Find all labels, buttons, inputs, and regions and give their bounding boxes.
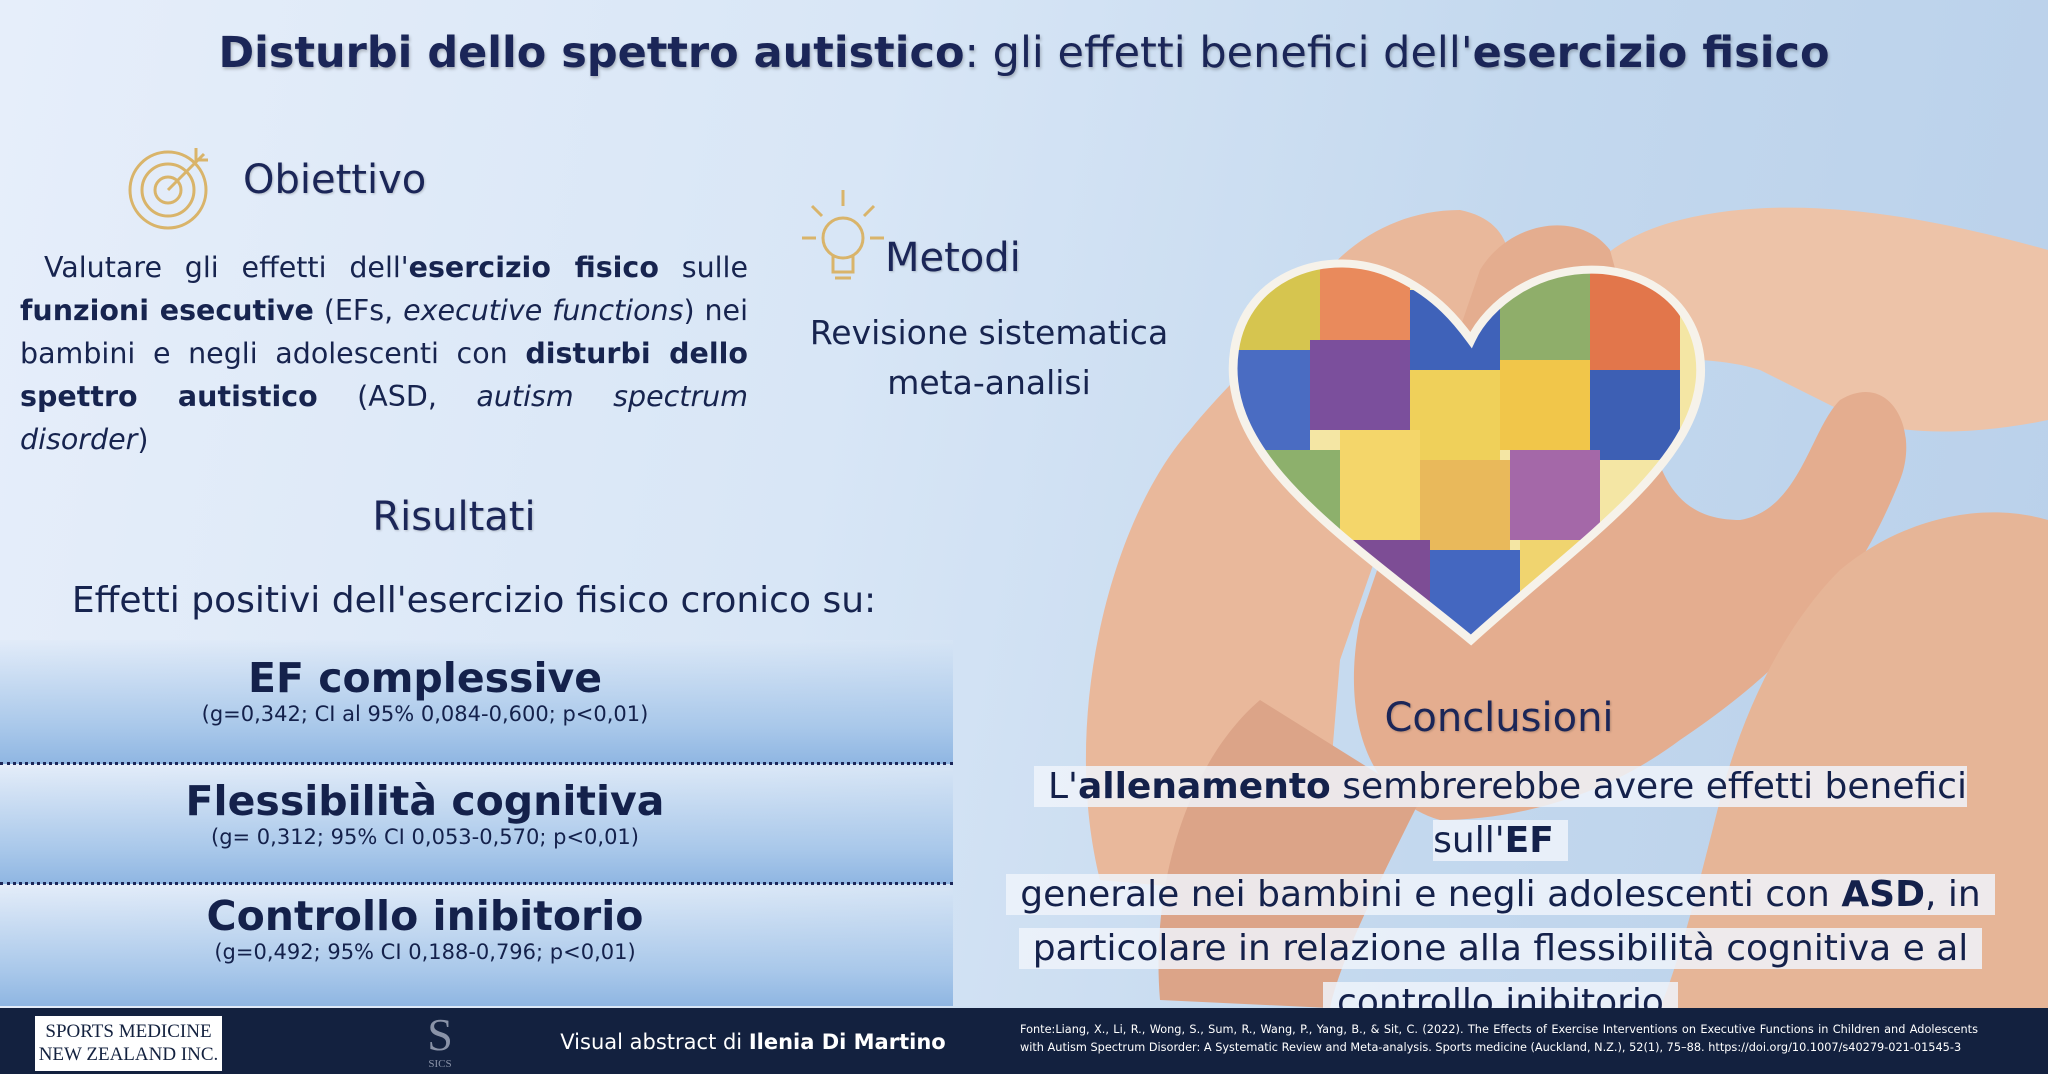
- text-run: Visual abstract di: [560, 1030, 749, 1054]
- text-run: , in: [1924, 874, 1981, 915]
- sics-logo: S SICS: [420, 1012, 460, 1074]
- divider: [0, 882, 953, 885]
- text-run: NEW ZEALAND INC.: [38, 1044, 219, 1065]
- result-item: Flessibilità cognitiva (g= 0,312; 95% CI …: [0, 777, 850, 849]
- methods-heading: Metodi: [885, 235, 1021, 281]
- result-band: [0, 768, 953, 884]
- divider: [0, 762, 953, 765]
- methods-line: meta-analisi: [887, 363, 1091, 402]
- logo: SPORTS MEDICINE NEW ZEALAND INC.: [35, 1016, 222, 1071]
- text-run: funzioni esecutive: [20, 294, 314, 327]
- text-run: executive functions: [403, 294, 684, 327]
- result-band: [0, 640, 953, 764]
- conclusion-line: particolare in relazione alla flessibili…: [1018, 928, 1983, 969]
- text-run: SPORTS MEDICINE: [45, 1021, 212, 1042]
- text-run: sulle: [658, 251, 748, 284]
- source: Fonte:Liang, X., Li, R., Wong, S., Sum, …: [1020, 1023, 1978, 1054]
- bulb-icon: [802, 190, 884, 280]
- footer: SPORTS MEDICINE NEW ZEALAND INC. S SICS Vi…: [0, 1008, 2048, 1074]
- title: Disturbi dello spettro autistico: gli ef…: [0, 28, 2048, 78]
- text-run: esercizio fisico: [1472, 28, 1830, 78]
- objective-heading: Obiettivo: [243, 157, 427, 203]
- result-item: Controllo inibitorio (g=0,492; 95% CI 0,1…: [0, 892, 850, 964]
- text-run: autism spectrum disorder: [20, 380, 748, 456]
- credit: Visual abstract di Ilenia Di Martino: [503, 1030, 1003, 1054]
- methods-line: Revisione sistematica: [809, 313, 1169, 352]
- result-stats: (g= 0,312; 95% CI 0,053-0,570; p<0,01): [211, 825, 639, 849]
- text-run: Ilenia Di Martino: [748, 1030, 946, 1054]
- results-heading: Risultati: [372, 494, 536, 540]
- text-run: allenamento: [1077, 766, 1331, 807]
- result-item: EF complessive (g=0,342; CI al 95% 0,084-…: [0, 654, 850, 726]
- text-run: Disturbi dello spettro autistico: [218, 28, 965, 78]
- target-icon: [128, 148, 208, 230]
- text-run: esercizio fisico: [408, 251, 659, 284]
- text-run: (EFs,: [313, 294, 404, 327]
- text-run: SICS: [428, 1058, 452, 1070]
- result-name: Flessibilità cognitiva: [185, 777, 665, 825]
- text-run: ) nei bambini e negli adolescenti con: [20, 294, 748, 370]
- result-name: Controllo inibitorio: [206, 892, 644, 940]
- conclusions-heading: Conclusioni: [1384, 695, 1614, 741]
- text-run: ): [137, 423, 149, 456]
- conclusions-text: L'allenamento sembrerebbe avere effetti …: [969, 760, 2032, 1030]
- result-stats: (g=0,492; 95% CI 0,188-0,796; p<0,01): [214, 940, 636, 964]
- result-band: [0, 888, 953, 1006]
- text-run: (ASD,: [317, 380, 477, 413]
- text-run: sembrerebbe avere effetti benefici sull': [1330, 766, 1967, 861]
- text-run: Valutare gli effetti dell': [44, 251, 409, 284]
- result-stats: (g=0,342; CI al 95% 0,084-0,600; p<0,01): [201, 702, 649, 726]
- conclusion-line: L'allenamento sembrerebbe avere effetti …: [1034, 766, 1967, 861]
- methods-text: Revisione sistematica meta-analisi: [789, 308, 1189, 408]
- result-name: EF complessive: [247, 654, 603, 702]
- text-run: EF: [1504, 820, 1554, 861]
- results-intro: Effetti positivi dell'esercizio fisico c…: [71, 580, 877, 621]
- text-run: ASD: [1841, 874, 1925, 915]
- conclusion-line: generale nei bambini e negli adolescenti…: [1006, 874, 1995, 915]
- text-run: L': [1048, 766, 1078, 807]
- text-run: disturbi dello spettro autistico: [20, 337, 748, 413]
- objective-text: Valutare gli effetti dell'esercizio fisi…: [20, 246, 748, 461]
- text-run: : gli effetti benefici dell': [964, 28, 1473, 78]
- text-run: generale nei bambini e negli adolescenti…: [1020, 874, 1842, 915]
